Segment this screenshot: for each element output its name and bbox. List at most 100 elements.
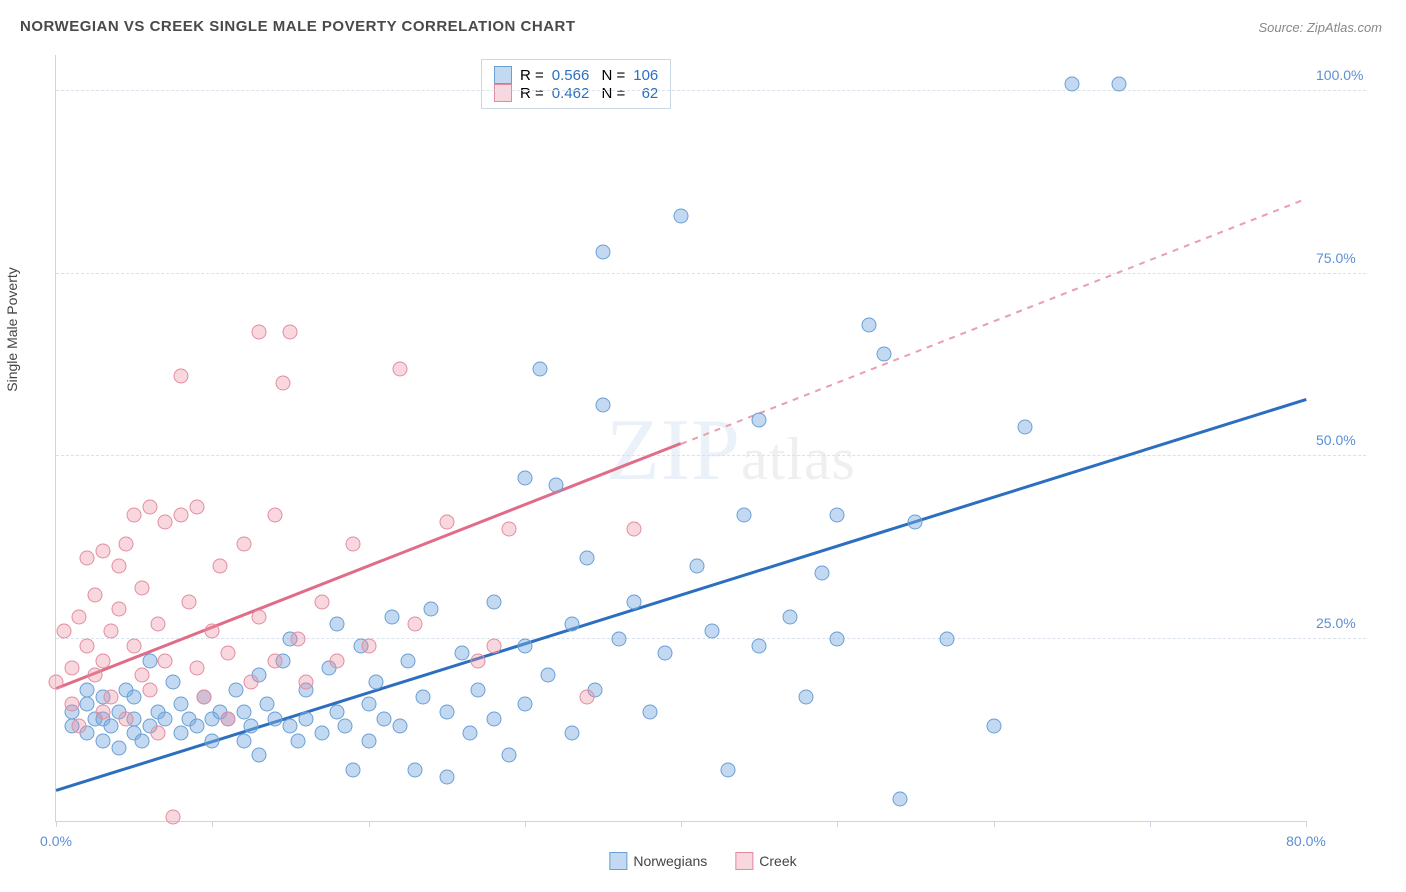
scatter-marker bbox=[166, 810, 181, 825]
scatter-marker bbox=[134, 733, 149, 748]
scatter-marker bbox=[314, 726, 329, 741]
scatter-marker bbox=[470, 653, 485, 668]
legend-stats-row-blue: R = 0.566 N = 106 bbox=[494, 66, 658, 84]
scatter-marker bbox=[158, 514, 173, 529]
scatter-marker bbox=[1064, 77, 1079, 92]
y-tick-label: 75.0% bbox=[1316, 250, 1376, 266]
scatter-marker bbox=[627, 522, 642, 537]
scatter-marker bbox=[291, 733, 306, 748]
scatter-marker bbox=[111, 602, 126, 617]
scatter-marker bbox=[564, 617, 579, 632]
scatter-marker bbox=[95, 544, 110, 559]
gridline-horizontal bbox=[56, 90, 1366, 91]
scatter-marker bbox=[95, 704, 110, 719]
scatter-marker bbox=[642, 704, 657, 719]
y-tick-label: 50.0% bbox=[1316, 432, 1376, 448]
scatter-marker bbox=[595, 398, 610, 413]
scatter-marker bbox=[111, 558, 126, 573]
legend-item-creek: Creek bbox=[735, 852, 796, 870]
scatter-marker bbox=[142, 653, 157, 668]
scatter-marker bbox=[392, 719, 407, 734]
scatter-marker bbox=[72, 609, 87, 624]
watermark: ZIPatlas bbox=[606, 400, 856, 501]
scatter-marker bbox=[88, 668, 103, 683]
scatter-marker bbox=[220, 646, 235, 661]
scatter-marker bbox=[267, 653, 282, 668]
scatter-marker bbox=[291, 631, 306, 646]
scatter-marker bbox=[892, 792, 907, 807]
gridline-horizontal bbox=[56, 455, 1366, 456]
chart-title: NORWEGIAN VS CREEK SINGLE MALE POVERTY C… bbox=[20, 18, 576, 35]
scatter-marker bbox=[736, 507, 751, 522]
scatter-marker bbox=[416, 689, 431, 704]
scatter-marker bbox=[986, 719, 1001, 734]
scatter-marker bbox=[244, 675, 259, 690]
scatter-marker bbox=[486, 595, 501, 610]
scatter-marker bbox=[80, 551, 95, 566]
scatter-marker bbox=[252, 325, 267, 340]
scatter-marker bbox=[361, 697, 376, 712]
y-tick-label: 100.0% bbox=[1316, 67, 1376, 83]
legend-stats-row-pink: R = 0.462 N = 62 bbox=[494, 84, 658, 102]
y-tick-label: 25.0% bbox=[1316, 615, 1376, 631]
scatter-marker bbox=[181, 595, 196, 610]
scatter-marker bbox=[674, 208, 689, 223]
scatter-marker bbox=[197, 689, 212, 704]
scatter-marker bbox=[189, 500, 204, 515]
scatter-marker bbox=[142, 500, 157, 515]
scatter-marker bbox=[384, 609, 399, 624]
scatter-marker bbox=[95, 653, 110, 668]
scatter-marker bbox=[830, 631, 845, 646]
scatter-marker bbox=[580, 551, 595, 566]
scatter-marker bbox=[463, 726, 478, 741]
scatter-marker bbox=[439, 704, 454, 719]
scatter-marker bbox=[189, 660, 204, 675]
scatter-marker bbox=[166, 675, 181, 690]
scatter-marker bbox=[111, 741, 126, 756]
scatter-marker bbox=[205, 733, 220, 748]
scatter-marker bbox=[861, 317, 876, 332]
scatter-marker bbox=[267, 507, 282, 522]
scatter-marker bbox=[174, 369, 189, 384]
scatter-marker bbox=[103, 689, 118, 704]
scatter-marker bbox=[236, 536, 251, 551]
x-tick bbox=[1150, 821, 1151, 827]
scatter-marker bbox=[1017, 420, 1032, 435]
scatter-marker bbox=[627, 595, 642, 610]
swatch-blue-icon bbox=[494, 66, 512, 84]
scatter-marker bbox=[439, 514, 454, 529]
scatter-marker bbox=[517, 638, 532, 653]
swatch-blue-icon bbox=[609, 852, 627, 870]
scatter-marker bbox=[150, 726, 165, 741]
scatter-marker bbox=[720, 762, 735, 777]
scatter-marker bbox=[158, 653, 173, 668]
scatter-marker bbox=[64, 660, 79, 675]
scatter-marker bbox=[533, 361, 548, 376]
scatter-marker bbox=[88, 587, 103, 602]
scatter-marker bbox=[455, 646, 470, 661]
scatter-marker bbox=[908, 514, 923, 529]
scatter-marker bbox=[119, 536, 134, 551]
scatter-marker bbox=[752, 412, 767, 427]
scatter-marker bbox=[127, 689, 142, 704]
x-tick bbox=[1306, 821, 1307, 827]
scatter-marker bbox=[56, 624, 71, 639]
scatter-marker bbox=[236, 704, 251, 719]
scatter-marker bbox=[658, 646, 673, 661]
scatter-marker bbox=[345, 762, 360, 777]
scatter-marker bbox=[400, 653, 415, 668]
scatter-marker bbox=[80, 638, 95, 653]
scatter-marker bbox=[705, 624, 720, 639]
scatter-marker bbox=[134, 668, 149, 683]
scatter-marker bbox=[564, 726, 579, 741]
scatter-marker bbox=[799, 689, 814, 704]
x-tick bbox=[212, 821, 213, 827]
scatter-marker bbox=[142, 682, 157, 697]
scatter-marker bbox=[1111, 77, 1126, 92]
x-tick-label: 0.0% bbox=[40, 833, 72, 849]
scatter-marker bbox=[127, 507, 142, 522]
scatter-marker bbox=[517, 697, 532, 712]
scatter-marker bbox=[64, 697, 79, 712]
scatter-marker bbox=[259, 697, 274, 712]
swatch-pink-icon bbox=[494, 84, 512, 102]
